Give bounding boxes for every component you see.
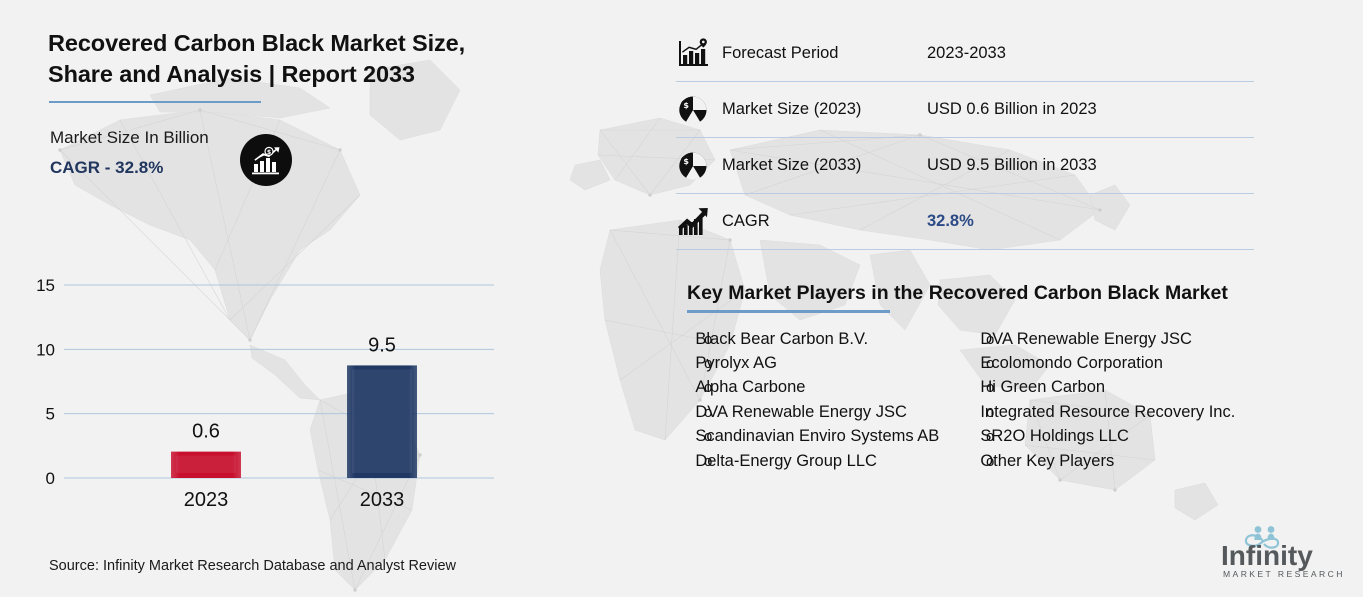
player-name: Ecolomondo Corporation xyxy=(980,353,1163,372)
pie-chart-dollar-icon: $ xyxy=(676,94,722,126)
players-title: Key Market Players in the Recovered Carb… xyxy=(687,282,1228,304)
table-row: $ Market Size (2033) USD 9.5 Billion in … xyxy=(676,138,1254,194)
source-note: Source: Infinity Market Research Databas… xyxy=(49,558,457,574)
player-name: Integrated Resource Recovery Inc. xyxy=(980,402,1236,421)
metric-label: Market Size (2033) xyxy=(722,156,862,174)
metric-label: Forecast Period xyxy=(722,44,839,62)
bar-value-label: 0.6 xyxy=(192,421,220,443)
growth-chart-dollar-icon: $ xyxy=(240,134,292,186)
table-row: CAGR 32.8% xyxy=(676,194,1254,250)
y-tick-label: 0 xyxy=(46,469,55,488)
list-item: o Black Bear Carbon B.V. xyxy=(687,327,972,351)
bullet-icon: o xyxy=(986,452,995,470)
list-item: o DVA Renewable Energy JSC xyxy=(972,327,1252,351)
list-item: o SR2O Holdings LLC xyxy=(972,424,1252,448)
svg-text:MARKET RESEARCH: MARKET RESEARCH xyxy=(1223,569,1345,579)
player-name: Delta-Energy Group LLC xyxy=(695,451,877,470)
players-left-column: o Black Bear Carbon B.V. o Pyrolyx AG o Alpha… xyxy=(687,327,972,473)
svg-text:$: $ xyxy=(683,100,689,109)
chart-bar xyxy=(171,451,241,478)
metric-value: 32.8% xyxy=(927,212,974,230)
left-panel: Recovered Carbon Black Market Size, Shar… xyxy=(0,0,660,597)
cagr-summary-label: CAGR - 32.8% xyxy=(50,158,164,177)
y-tick-label: 10 xyxy=(36,340,55,359)
player-name: Hi Green Carbon xyxy=(980,378,1106,397)
metric-label: Market Size (2023) xyxy=(722,100,862,118)
metric-value: 2023-2033 xyxy=(927,44,1006,62)
list-item: o Hi Green Carbon xyxy=(972,375,1252,399)
list-item: o Alpha Carbone xyxy=(687,375,972,399)
players-right-column: o DVA Renewable Energy JSC o Ecolomondo Cor… xyxy=(972,327,1252,473)
metric-value: USD 9.5 Billion in 2033 xyxy=(927,156,1097,174)
table-row: Forecast Period 2023-2033 xyxy=(676,26,1254,82)
chart-data-labels: 0.6 9.5 xyxy=(192,334,396,442)
list-item: o Delta-Energy Group LLC xyxy=(687,449,972,473)
list-item: o Pyrolyx AG xyxy=(687,351,972,375)
player-name: Pyrolyx AG xyxy=(695,353,777,372)
metric-label: CAGR xyxy=(722,212,770,230)
x-tick-label: 2023 xyxy=(184,489,229,511)
growth-arrow-icon xyxy=(676,206,722,238)
y-tick-label: 15 xyxy=(36,276,55,295)
market-size-bar-chart: 0 5 10 15 0.6 9.5 2023 2033 xyxy=(34,270,504,520)
bar-value-label: 9.5 xyxy=(368,334,396,356)
player-name: Scandinavian Enviro Systems AB xyxy=(695,427,940,446)
market-size-unit-label: Market Size In Billion xyxy=(50,128,209,147)
title-underline xyxy=(49,101,261,103)
pie-chart-dollar-icon: $ xyxy=(676,150,722,182)
player-name: DVA Renewable Energy JSC xyxy=(695,402,907,421)
bar-chart-pin-icon xyxy=(676,37,722,70)
player-name: Other Key Players xyxy=(980,451,1115,470)
player-name: SR2O Holdings LLC xyxy=(980,427,1129,446)
key-market-players-section: Key Market Players in the Recovered Carb… xyxy=(687,280,1257,473)
table-row: $ Market Size (2023) USD 0.6 Billion in … xyxy=(676,82,1254,138)
infinity-symbol-icon xyxy=(1244,534,1280,549)
chart-y-tick-labels: 0 5 10 15 xyxy=(36,276,55,488)
svg-text:Infinity: Infinity xyxy=(1221,540,1313,571)
list-item: o Integrated Resource Recovery Inc. xyxy=(972,400,1252,424)
bullet-icon: o xyxy=(986,330,995,348)
bullet-icon: o xyxy=(986,403,995,421)
svg-text:$: $ xyxy=(267,149,271,156)
players-title-underline xyxy=(687,310,890,313)
bullet-icon: o xyxy=(704,452,713,470)
player-name: Black Bear Carbon B.V. xyxy=(695,329,869,348)
metric-value: USD 0.6 Billion in 2023 xyxy=(927,100,1097,118)
x-tick-label: 2033 xyxy=(360,489,405,511)
list-item: o Ecolomondo Corporation xyxy=(972,351,1252,375)
key-metrics-table: Forecast Period 2023-2033 $ Market Size … xyxy=(676,26,1254,250)
infinity-market-research-logo: Infinity MARKET RESEARCH xyxy=(1211,523,1347,585)
svg-text:$: $ xyxy=(683,156,689,165)
player-name: DVA Renewable Energy JSC xyxy=(980,329,1192,348)
chart-gridlines xyxy=(64,284,494,479)
page-title: Recovered Carbon Black Market Size, Shar… xyxy=(48,30,466,88)
list-item: o Scandinavian Enviro Systems AB xyxy=(687,424,972,448)
list-item: o Other Key Players xyxy=(972,449,1252,473)
list-item: o DVA Renewable Energy JSC xyxy=(687,400,972,424)
player-name: Alpha Carbone xyxy=(695,378,806,397)
bullet-icon: o xyxy=(986,428,995,446)
y-tick-label: 5 xyxy=(46,405,55,424)
chart-x-tick-labels: 2023 2033 xyxy=(184,489,405,511)
